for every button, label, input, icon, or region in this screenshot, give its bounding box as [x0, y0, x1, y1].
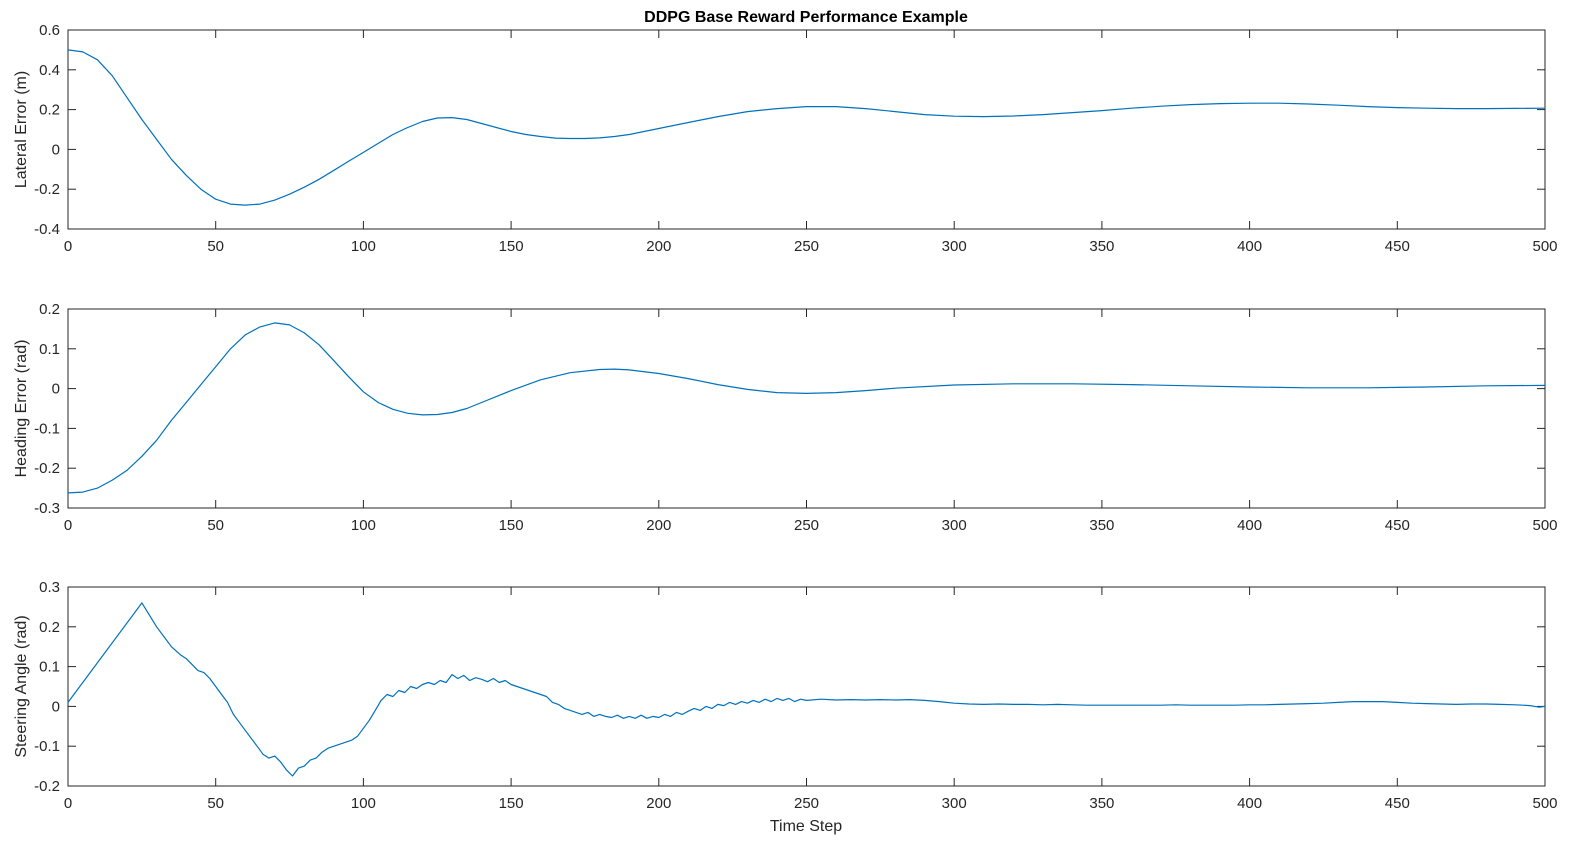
steering-angle-x-tick-label: 0: [64, 795, 72, 812]
lateral-error-y-axis-label: Lateral Error (m): [13, 71, 30, 188]
steering-angle-y-axis-label: Steering Angle (rad): [13, 615, 30, 757]
heading-error-x-tick-label: 300: [942, 517, 967, 534]
heading-error-y-tick-label: -0.3: [34, 500, 60, 517]
steering-angle-panel: 0 50 100 150 200 250 300 350 400 450 500 -0.2 -0.1 0 0…: [13, 579, 1558, 812]
steering-angle-series-line: [67, 602, 1546, 777]
steering-angle-y-tick-label: 0.1: [39, 659, 60, 676]
heading-error-x-tick-label: 500: [1532, 517, 1557, 534]
steering-angle-x-tick-label: 300: [942, 795, 967, 812]
heading-error-axes-box: [67, 308, 1546, 509]
steering-angle-axes-box: [67, 586, 1546, 787]
heading-error-panel: 0 50 100 150 200 250 300 350 400 450 500 -0.3 -0.2 -0…: [13, 301, 1558, 534]
steering-angle-x-tick-label: 400: [1237, 795, 1262, 812]
steering-angle-y-tick-label: -0.2: [34, 778, 60, 795]
lateral-error-series-line: [67, 49, 1546, 206]
lateral-error-axes-box: [67, 29, 1546, 230]
lateral-error-y-tick-label: 0.4: [39, 62, 60, 79]
heading-error-y-tick-label: 0.1: [39, 341, 60, 358]
heading-error-y-tick-label: -0.2: [34, 460, 60, 477]
lateral-error-x-tick-label: 350: [1089, 238, 1114, 255]
lateral-error-y-tick-label: -0.2: [34, 181, 60, 198]
steering-angle-x-tick-label: 450: [1385, 795, 1410, 812]
lateral-error-x-tick-label: 300: [942, 238, 967, 255]
figure-title: DDPG Base Reward Performance Example: [644, 9, 968, 26]
heading-error-x-tick-label: 450: [1385, 517, 1410, 534]
heading-error-y-tick-label: -0.1: [34, 420, 60, 437]
lateral-error-x-tick-label: 200: [646, 238, 671, 255]
lateral-error-y-tick-label: -0.4: [34, 221, 60, 238]
heading-error-series-line: [67, 322, 1546, 494]
steering-angle-y-tick-label: 0.3: [39, 579, 60, 596]
x-axis-label: Time Step: [770, 818, 842, 835]
heading-error-x-tick-label: 350: [1089, 517, 1114, 534]
steering-angle-y-tick-label: -0.1: [34, 738, 60, 755]
lateral-error-x-tick-label: 500: [1532, 238, 1557, 255]
lateral-error-panel: 0 50 100 150 200 250 300 350 400 450 500 -0.4 -0.2 0 0…: [13, 22, 1558, 255]
steering-angle-x-tick-label: 250: [794, 795, 819, 812]
lateral-error-y-tick-label: 0.6: [39, 22, 60, 39]
heading-error-x-tick-label: 150: [499, 517, 524, 534]
steering-angle-x-tick-label: 200: [646, 795, 671, 812]
heading-error-x-tick-label: 50: [207, 517, 224, 534]
steering-angle-x-tick-label: 100: [351, 795, 376, 812]
lateral-error-x-tick-label: 100: [351, 238, 376, 255]
lateral-error-x-tick-label: 150: [499, 238, 524, 255]
steering-angle-x-tick-label: 50: [207, 795, 224, 812]
heading-error-y-axis-label: Heading Error (rad): [13, 340, 30, 478]
heading-error-x-tick-label: 400: [1237, 517, 1262, 534]
heading-error-x-tick-label: 0: [64, 517, 72, 534]
heading-error-x-tick-label: 100: [351, 517, 376, 534]
lateral-error-x-tick-label: 0: [64, 238, 72, 255]
steering-angle-y-tick-label: 0.2: [39, 619, 60, 636]
lateral-error-x-tick-label: 450: [1385, 238, 1410, 255]
lateral-error-x-tick-label: 50: [207, 238, 224, 255]
heading-error-x-tick-label: 200: [646, 517, 671, 534]
steering-angle-x-tick-label: 500: [1532, 795, 1557, 812]
steering-angle-x-tick-label: 350: [1089, 795, 1114, 812]
steering-angle-y-tick-label: 0: [52, 698, 60, 715]
steering-angle-x-tick-label: 150: [499, 795, 524, 812]
lateral-error-x-tick-label: 250: [794, 238, 819, 255]
lateral-error-y-tick-label: 0.2: [39, 102, 60, 119]
heading-error-y-tick-label: 0.2: [39, 301, 60, 318]
lateral-error-y-tick-label: 0: [52, 141, 60, 158]
heading-error-x-tick-label: 250: [794, 517, 819, 534]
lateral-error-x-tick-label: 400: [1237, 238, 1262, 255]
heading-error-y-tick-label: 0: [52, 381, 60, 398]
